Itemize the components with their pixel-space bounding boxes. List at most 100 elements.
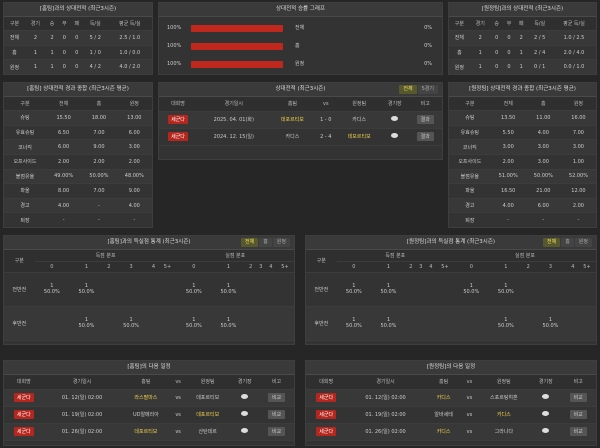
away-team: 산탄데르 <box>185 423 231 441</box>
cell: 퇴장 <box>4 212 46 227</box>
row: 전체 2 2 0 0 5 / 2 2.5 / 1.0 <box>4 30 152 46</box>
win-bar <box>191 61 283 68</box>
cell: 2.00 <box>45 154 82 170</box>
header-cell: 경기일시 <box>346 375 425 390</box>
bucket: 5+ <box>275 261 294 273</box>
header-cell: 원정 <box>560 97 596 112</box>
cell: - <box>116 212 152 227</box>
cell: 1 <box>24 59 46 74</box>
row-label: 홈 <box>295 43 300 49</box>
panel-title: [원정팀]과의 상대전적 (최근3시즌) <box>449 3 596 17</box>
note-button[interactable]: 비교 <box>267 427 286 436</box>
cell: 경고 <box>449 198 491 214</box>
cell: 세군다 <box>306 389 347 407</box>
date: 01. 19(일) 02:00 <box>43 406 121 424</box>
cell <box>425 272 436 307</box>
cell <box>113 272 149 307</box>
cell: 0 <box>490 30 503 46</box>
cell: 1 50.0% <box>336 306 372 342</box>
row: 파울 8.00 7.00 9.00 <box>4 183 152 199</box>
header-cell: 승 <box>45 17 59 32</box>
tab[interactable]: 전체 <box>542 238 561 247</box>
cell: 8.00 <box>45 183 82 199</box>
date: 01. 19(일) 02:00 <box>346 406 425 424</box>
row: 유효슈팅 5.50 4.00 7.00 <box>449 125 596 141</box>
date: 01. 12(일) 02:00 <box>43 389 121 407</box>
score: 2 - 4 <box>314 128 338 146</box>
cell: 홈 <box>4 45 25 61</box>
home-team: 카디스 <box>270 128 315 146</box>
title-text: 상대전적 승률 그래프 <box>275 6 326 12</box>
panel: [원정팀]의 다음 일정 대회명 경기일시 홈팀 vs 원정팀 경기장 비고 세군다 01. 12… <box>305 360 597 446</box>
cell <box>435 306 454 342</box>
panel-title: [홈팀]과의 상대전적 (최근3시즌) <box>4 3 152 17</box>
cell <box>577 306 596 342</box>
panel-title: [홈팀]과의 득실점 통계 (최근3시즌) 전체 홈 원정 <box>4 236 294 250</box>
bucket: 2 <box>245 261 256 273</box>
cell-line: 1 <box>226 317 231 324</box>
cell: 1 50.0% <box>453 272 489 307</box>
row: 전반전 1 50.0% 1 50.0% 1 50.0% 1 50.0% <box>306 272 596 307</box>
panel: [홈팀] 상대전적 경과 종합 (최근3시즌 평균) 구분 전체 홈 원정 슈팅 15.50… <box>3 82 153 228</box>
cell: - <box>81 212 117 227</box>
header-cell: 대회명 <box>306 375 347 390</box>
cell: 세군다 <box>4 423 44 441</box>
tab[interactable]: 원정 <box>574 238 592 247</box>
cell: 1 <box>24 45 46 61</box>
cell-line: 1 <box>386 317 391 324</box>
win-label: 100% <box>167 61 182 67</box>
header-cell: 경기일시 <box>43 375 121 390</box>
row: 원정 1 1 0 0 4 / 2 4.0 / 2.0 <box>4 59 152 74</box>
cell: 51.00% <box>490 169 526 185</box>
tab[interactable]: 원정 <box>272 238 290 247</box>
cell: 7.00 <box>81 183 117 199</box>
tab[interactable]: 전체 <box>240 238 259 247</box>
note-button[interactable]: 비교 <box>569 410 587 419</box>
cell: 6.00 <box>116 125 152 141</box>
cell <box>567 272 578 307</box>
tab[interactable]: 전체 <box>399 85 417 94</box>
league-badge: 세군다 <box>168 132 188 141</box>
note-button[interactable]: 비교 <box>569 427 587 436</box>
cell: 1 50.0% <box>211 272 246 307</box>
header-cell: vs <box>314 97 338 112</box>
cell <box>523 272 534 307</box>
note-button[interactable]: 결과 <box>416 115 434 124</box>
cell-line: 1 <box>192 283 196 290</box>
cell: 1 50.0% <box>113 306 149 342</box>
note-button[interactable]: 결과 <box>416 132 434 141</box>
header-cell: 전체 <box>490 97 526 112</box>
cell: 2.00 <box>81 154 117 170</box>
cell: 1 <box>469 45 491 61</box>
group-header: 실점 분포 <box>453 250 596 262</box>
tab[interactable]: 홈 <box>259 238 272 247</box>
cell <box>148 306 159 342</box>
cell: 1 50.0% <box>488 306 524 342</box>
cell <box>531 423 561 441</box>
cell: 2 <box>515 30 528 46</box>
away-team: 그라나다 <box>476 423 532 441</box>
cell: 0.0 / 1.0 <box>551 59 596 74</box>
venue-icon <box>542 428 550 433</box>
cell <box>230 423 260 441</box>
note-button[interactable]: 비교 <box>267 393 286 402</box>
row: 세군다 01. 26(일) 02:00 데포르티보 vs 산탄데르 비교 <box>4 423 294 441</box>
cell: 0 <box>70 59 83 74</box>
header-cell: 구분 <box>4 97 46 112</box>
loss-label: 0% <box>424 43 432 49</box>
panel: [홈팀]과의 상대전적 (최근3시즌) 구분 경기 승 무 패 득/실 평균 득/실 전체 2 2 0… <box>3 2 153 75</box>
note-button[interactable]: 비교 <box>267 410 286 419</box>
cell: 2 <box>45 30 59 46</box>
header-cell: 구분 <box>449 97 491 112</box>
tab[interactable]: 5경기 <box>417 85 438 94</box>
note-button[interactable]: 비교 <box>569 393 587 402</box>
tab[interactable]: 홈 <box>561 238 574 247</box>
cell: 홈 <box>449 45 470 61</box>
cell <box>453 306 489 342</box>
cell-line: 50.0% <box>185 323 202 330</box>
venue-icon <box>391 133 399 138</box>
header-cell: 경기 <box>469 17 491 32</box>
panel: [원정팀] 상대전적 경과 종합 (최근3시즌 평균) 구분 전체 홈 원정 슈팅 13.5… <box>448 82 597 228</box>
panel: [원정팀]과의 득실점 통계 (최근3시즌) 전체 홈 원정 구분 득점 분포 실점 분포 0… <box>305 235 597 345</box>
